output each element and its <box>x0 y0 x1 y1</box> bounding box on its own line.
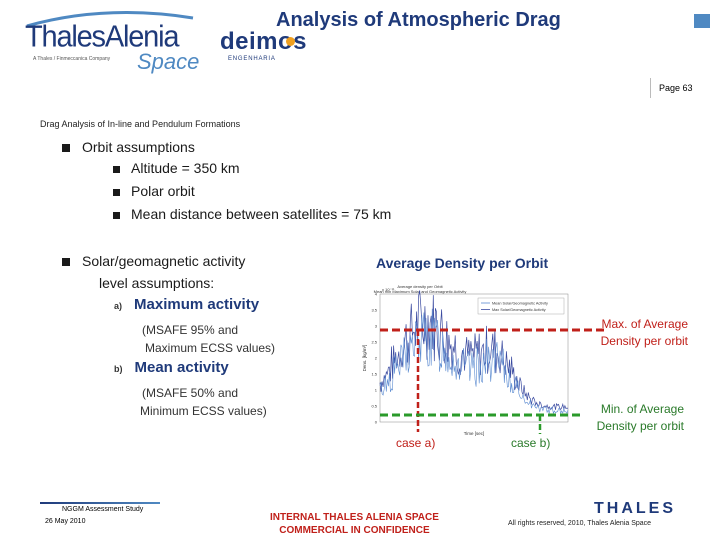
max-note-line1: Max. of Average <box>601 317 689 331</box>
chart-y-tick-label: 2.5 <box>371 340 377 345</box>
case-b-caption: case b) <box>511 436 551 450</box>
orbit-item: Mean distance between satellites = 75 km <box>113 206 391 224</box>
corner-square-icon <box>694 14 710 28</box>
bullet-icon <box>113 189 120 196</box>
series-mean-line <box>379 308 569 415</box>
chart-title-line1: Average density per Orbit <box>397 284 443 289</box>
footer-study: NGGM Assessment Study <box>62 506 144 513</box>
case-a-marker: a) <box>114 301 123 311</box>
chart-y-tick-label: 0 <box>375 420 378 425</box>
orbit-heading: Orbit assumptions <box>82 139 195 155</box>
logo-tagline: A Thales / Finmeccanica Company <box>33 56 111 62</box>
bullet-icon <box>62 258 70 266</box>
deimos-dot-icon <box>286 37 295 46</box>
activity-case-b: b) Mean activity <box>114 359 229 377</box>
logo-space-text: Space <box>137 49 200 74</box>
case-b-detail-line1: (MSAFE 50% and <box>142 386 239 400</box>
bullet-icon <box>113 212 120 219</box>
thales-alenia-logo: ThalesAlenia A Thales / Finmeccanica Com… <box>25 11 199 74</box>
page-number-box: Page 63 <box>650 78 700 98</box>
chart-legend: Mean Solar/Geomagnetic Activity Max Sola… <box>477 297 565 315</box>
chart-y-tick-label: 2 <box>375 356 378 361</box>
case-b-marker: b) <box>114 364 123 374</box>
orbit-item-text: Altitude = 350 km <box>131 160 240 176</box>
min-note-line2: Density per orbit <box>596 419 684 433</box>
chart-annotations <box>380 328 606 434</box>
case-b-detail-line2: Minimum ECSS values) <box>140 404 267 418</box>
orbit-heading-row: Orbit assumptions <box>62 139 195 157</box>
case-a-caption: case a) <box>396 436 436 450</box>
chart-y-tick-label: 0.5 <box>371 404 377 409</box>
min-density-note: Min. of Average Density per orbit <box>568 401 684 435</box>
orbit-item: Altitude = 350 km <box>113 160 240 178</box>
bullet-icon <box>113 166 120 173</box>
max-note-line2: Density per orbit <box>600 334 688 348</box>
slide-subtitle: Drag Analysis of In-line and Pendulum Fo… <box>40 119 241 129</box>
activity-case-a: a) Maximum activity <box>114 296 259 314</box>
page-number: Page 63 <box>659 83 693 93</box>
footer-bar <box>40 502 160 504</box>
footer-date: 26 May 2010 <box>45 518 86 525</box>
bullet-icon <box>62 144 70 152</box>
chart-y-tick-label: 3.5 <box>371 308 377 313</box>
case-a-detail-line2: Maximum ECSS values) <box>145 341 276 355</box>
max-density-note: Max. of Average Density per orbit <box>572 316 688 350</box>
chart-legend-box <box>477 297 565 315</box>
case-a-detail-line1: (MSAFE 95% and <box>142 323 239 337</box>
chart-y-label: Dens. [kg/m³] <box>362 345 367 372</box>
orbit-item-text: Polar orbit <box>131 183 195 199</box>
case-a-label: Maximum activity <box>134 296 260 313</box>
chart-y-tick-label: 4 <box>375 292 378 297</box>
logo-thales-alenia-text: ThalesAlenia <box>25 20 179 54</box>
confidential-notice: INTERNAL THALES ALENIA SPACE COMMERCIAL … <box>270 511 439 537</box>
activity-heading-line2: level assumptions: <box>99 275 215 291</box>
chart-plot-frame <box>379 293 569 423</box>
deimos-logo: deimos ENGENHARIA <box>220 28 307 62</box>
activity-heading-row: Solar/geomagnetic activity <box>62 253 245 271</box>
min-note-line1: Min. of Average <box>600 402 684 416</box>
page-title: Analysis of Atmospheric Drag <box>276 9 561 31</box>
confidential-line2: COMMERCIAL IN CONFIDENCE <box>279 525 430 536</box>
copyright-text: All rights reserved, 2010, Thales Alenia… <box>508 520 652 527</box>
chart-y-exponent: x 10⁻¹¹ <box>382 287 395 292</box>
activity-heading-line1: Solar/geomagnetic activity <box>82 253 246 269</box>
footer-left: NGGM Assessment Study 26 May 2010 <box>40 502 160 525</box>
deimos-logo-subtext: ENGENHARIA <box>228 56 276 62</box>
density-chart: Average density per Orbit Mean min Maxim… <box>362 284 569 436</box>
chart-y-tick-label: 1.5 <box>371 372 377 377</box>
chart-y-tick-label: 3 <box>375 324 378 329</box>
orbit-item: Polar orbit <box>113 183 195 201</box>
legend-entry-mean: Mean Solar/Geomagnetic Activity <box>492 302 548 306</box>
chart-heading: Average Density per Orbit <box>376 255 549 271</box>
legend-entry-max: Max Solar/Geomagnetic Activity <box>492 308 546 312</box>
chart-x-label: Time [sec] <box>464 431 485 436</box>
chart-y-tick-label: 1 <box>375 388 378 393</box>
case-b-label: Mean activity <box>134 359 229 376</box>
chart-y-ticks: 4 3.5 3 2.5 2 1.5 1 0.5 0 <box>371 292 377 425</box>
orbit-item-text: Mean distance between satellites = 75 km <box>131 206 392 222</box>
confidential-line1: INTERNAL THALES ALENIA SPACE <box>270 512 439 523</box>
thales-logo: THALES <box>594 500 676 517</box>
logo-swoosh-icon <box>26 11 194 28</box>
